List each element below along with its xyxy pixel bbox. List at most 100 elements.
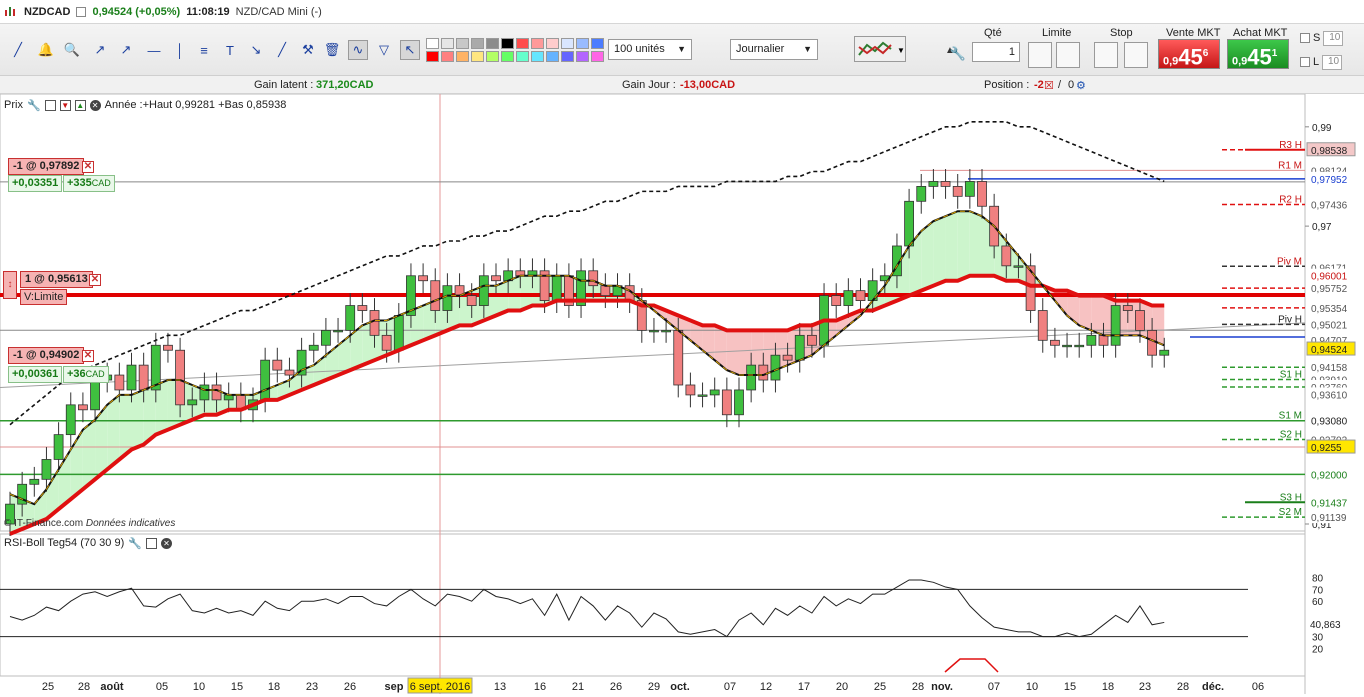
color-swatch[interactable] <box>486 38 499 49</box>
order-tag-1[interactable]: -1 @ 0,97892 <box>8 158 85 175</box>
delete-drawings-icon[interactable]: 🗑 <box>323 42 341 57</box>
cursor-pointer-icon[interactable]: ↖ <box>400 40 420 60</box>
wrench-icon[interactable]: 🔧 <box>949 46 967 61</box>
qty-input[interactable]: 1 <box>972 42 1020 62</box>
yellow-moving-average <box>9 210 1165 505</box>
color-swatch[interactable] <box>546 38 559 49</box>
color-swatch[interactable] <box>471 38 484 49</box>
candle-body <box>163 344 173 351</box>
candle-body <box>928 181 939 187</box>
color-swatch[interactable] <box>531 38 544 49</box>
close-position-icon[interactable]: ☒ <box>1044 80 1054 92</box>
fibonacci-icon[interactable]: ≡ <box>200 42 208 58</box>
cancel-order-1-icon[interactable]: ✕ <box>82 161 94 173</box>
candle <box>29 466 40 497</box>
close-icon[interactable]: ✕ <box>89 99 101 111</box>
maximize-icon[interactable] <box>44 99 56 111</box>
price-label-text: 0,94524 <box>1311 345 1348 356</box>
color-swatch[interactable] <box>441 51 454 62</box>
stop-loss-input[interactable]: 10 <box>1323 30 1344 46</box>
cancel-order-3-icon[interactable]: ✕ <box>82 350 94 362</box>
zoom-icon[interactable]: 🔍 <box>63 42 81 57</box>
tools-icon[interactable]: ⚒ <box>302 42 314 57</box>
maximize-icon[interactable] <box>145 537 157 549</box>
take-profit-checkbox[interactable] <box>1300 57 1310 67</box>
color-swatch[interactable] <box>426 51 439 62</box>
channel-icon[interactable]: ╱ <box>278 42 286 57</box>
horizontal-line-icon[interactable]: ― <box>147 42 161 58</box>
ma-fill-segment <box>896 245 910 301</box>
alarm-bell-icon[interactable]: 🔔 <box>37 42 55 57</box>
vertical-line-icon[interactable]: │ <box>175 42 185 58</box>
color-swatch[interactable] <box>471 51 484 62</box>
stop-buy-button[interactable] <box>1094 42 1118 68</box>
order-tag-2[interactable]: 1 @ 0,95613 <box>20 271 93 288</box>
strategy-button[interactable]: ▼ <box>854 36 906 62</box>
ma-fill-segment <box>119 394 132 460</box>
chart-app-icon <box>5 6 15 16</box>
arrow-tool-icon[interactable]: ↘ <box>250 42 262 57</box>
text-tool-icon[interactable]: T <box>226 42 234 58</box>
ruler-icon[interactable]: ╱ <box>14 42 22 57</box>
wave-tool-icon[interactable]: ∿ <box>348 40 368 60</box>
sell-mkt-button[interactable]: 0,9456 <box>1158 39 1220 69</box>
color-swatch[interactable] <box>426 38 439 49</box>
color-swatch[interactable] <box>516 51 529 62</box>
wrench-icon[interactable]: 🔧 <box>128 537 142 550</box>
candle-body <box>1086 334 1097 346</box>
color-swatch[interactable] <box>576 38 589 49</box>
color-swatch[interactable] <box>591 38 604 49</box>
stop-sell-button[interactable] <box>1124 42 1148 68</box>
stop-loss-checkbox[interactable] <box>1300 33 1310 43</box>
candle <box>1159 337 1170 368</box>
candle <box>430 268 441 323</box>
drag-handle-icon[interactable]: ↕ <box>3 271 17 299</box>
color-swatch[interactable] <box>456 51 469 62</box>
chart-area[interactable]: R3 H R1 M R2 H Piv M Piv H S1 H S1 M S2 H S3 H S2… <box>0 93 1364 697</box>
order-tag-3[interactable]: -1 @ 0,94902 <box>8 347 85 364</box>
color-swatch[interactable] <box>456 38 469 49</box>
candle <box>406 263 416 328</box>
take-profit-input[interactable]: 10 <box>1322 54 1343 70</box>
color-swatch[interactable] <box>561 51 574 62</box>
currency-label: CAD <box>85 369 105 379</box>
close-icon[interactable]: ✕ <box>160 537 172 549</box>
price-label-bg <box>1306 439 1356 454</box>
candle <box>53 422 64 472</box>
period-select[interactable]: Journalier ▼ <box>730 39 818 60</box>
ma-fill-segment <box>921 221 934 291</box>
rsi-panel-title: RSI-Boll Teg54 (70 30 9) <box>4 537 125 549</box>
rsi-last-value: 40,863 <box>1310 620 1341 631</box>
limit-sell-button[interactable] <box>1056 42 1080 68</box>
ray-line-icon[interactable]: ↗ <box>120 42 132 57</box>
price-axis-label: 0,95354 <box>1307 300 1355 315</box>
color-swatch[interactable] <box>501 38 514 49</box>
color-swatch[interactable] <box>516 38 529 49</box>
gear-icon[interactable]: ⚙ <box>1076 80 1086 92</box>
triangle-tool-icon[interactable]: ▽ <box>379 42 389 57</box>
ma-fill-segment <box>690 320 703 351</box>
color-swatch[interactable] <box>546 51 559 62</box>
color-swatch[interactable] <box>561 38 574 49</box>
limit-buy-button[interactable] <box>1028 42 1052 68</box>
cancel-order-2-icon[interactable]: ✕ <box>89 274 101 286</box>
color-swatch[interactable] <box>531 51 544 62</box>
candle-body <box>539 270 550 301</box>
link-checkbox[interactable] <box>76 6 87 17</box>
wrench-icon[interactable]: 🔧 <box>26 99 41 112</box>
candle-body <box>734 389 744 416</box>
units-select[interactable]: 100 unités ▼ <box>608 39 692 60</box>
trendline-icon[interactable]: ↗ <box>94 42 106 57</box>
up-arrow-icon[interactable]: ▲ <box>74 99 86 111</box>
price-chart-svg[interactable]: R3 H R1 M R2 H Piv M Piv H S1 H S1 M S2 H S3 H S2… <box>0 93 1364 697</box>
ma-fill-segment <box>969 211 982 276</box>
color-swatch[interactable] <box>501 51 514 62</box>
down-arrow-icon[interactable]: ▼ <box>59 99 71 111</box>
color-swatch[interactable] <box>441 38 454 49</box>
panel-toggle-icon[interactable]: ▲ <box>945 44 955 56</box>
candle-body <box>721 389 732 416</box>
color-swatch[interactable] <box>576 51 589 62</box>
buy-mkt-button[interactable]: 0,9451 <box>1227 39 1289 69</box>
color-swatch[interactable] <box>486 51 499 62</box>
color-swatch[interactable] <box>591 51 604 62</box>
